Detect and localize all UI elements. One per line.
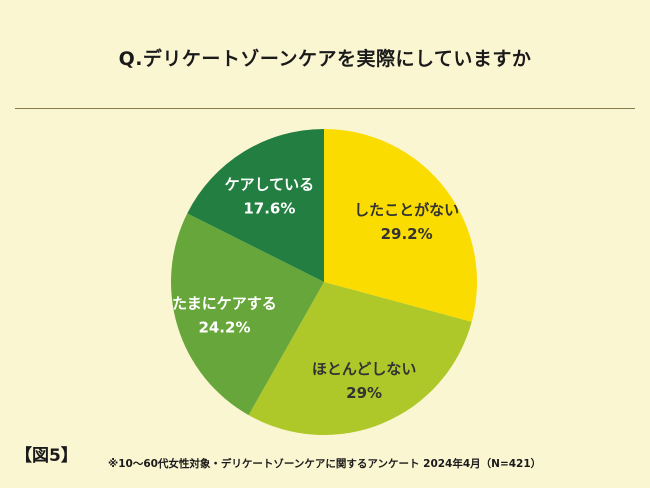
slice-label-3: ケアしている: [225, 175, 315, 193]
slice-value-2: 24.2%: [198, 318, 250, 336]
slice-value-1: 29%: [346, 384, 382, 402]
pie-labels: したことがない 29.2% ほとんどしない 29% たまにケアする 24.2% ケアしている…: [172, 175, 459, 402]
pie-slice-0: [324, 129, 477, 322]
slice-value-3: 17.6%: [243, 199, 295, 217]
title-divider: [15, 108, 635, 109]
pie-slice-1: [248, 282, 472, 435]
pie-slices: [171, 129, 477, 435]
slice-label-1: ほとんどしない: [312, 360, 417, 378]
figure-label: 【図5】: [15, 446, 78, 466]
slice-label-2: たまにケアする: [172, 294, 277, 312]
slice-label-0: したことがない: [354, 201, 459, 219]
pie-slice-3: [187, 129, 324, 282]
chart-title: Q.デリケートゾーンケアを実際にしていますか: [118, 48, 532, 70]
pie-slice-2: [171, 213, 324, 416]
survey-footnote: ※10～60代女性対象・デリケートゾーンケアに関するアンケート 2024年4月（…: [108, 458, 542, 470]
slice-value-0: 29.2%: [381, 225, 433, 243]
